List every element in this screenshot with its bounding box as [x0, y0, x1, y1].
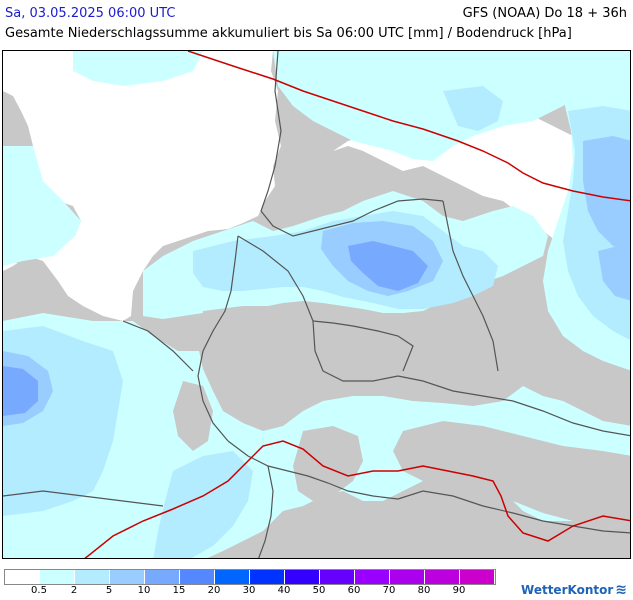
precip-heavy-4 — [3, 366, 38, 416]
legend-swatch — [215, 570, 250, 584]
legend-label: 70 — [382, 585, 396, 596]
precip-legend-labels: 0.5 2 5 10 15 20 30 40 50 60 70 80 90 — [4, 585, 504, 599]
precip-legend — [4, 569, 496, 585]
legend-swatch — [250, 570, 285, 584]
legend-label: 15 — [172, 585, 186, 596]
legend-swatch — [180, 570, 215, 584]
precipitation-map — [2, 50, 631, 559]
legend-label: 10 — [137, 585, 151, 596]
legend-label: 2 — [70, 585, 78, 596]
legend-swatch — [390, 570, 425, 584]
brand-name: WetterKontor — [521, 583, 614, 597]
legend-swatch — [460, 570, 495, 584]
legend-swatch — [145, 570, 180, 584]
legend-label: 60 — [347, 585, 361, 596]
country-borders — [3, 51, 630, 558]
dry-pocket-south — [293, 426, 363, 501]
precip-light-6 — [73, 51, 203, 86]
precip-moderate-5 — [443, 86, 503, 131]
legend-label: 50 — [312, 585, 326, 596]
precip-light-1 — [3, 146, 81, 266]
wave-icon: ≋ — [615, 582, 627, 598]
header-model-run: GFS (NOAA) Do 18 + 36h — [462, 6, 627, 21]
legend-label: 80 — [417, 585, 431, 596]
precip-heavy-6 — [598, 246, 630, 301]
legend-label: 90 — [452, 585, 466, 596]
north-sea — [3, 51, 281, 321]
legend-label: 5 — [105, 585, 113, 596]
isobar-south — [84, 440, 630, 558]
wetterkontor-logo: WetterKontor ≋ — [521, 582, 627, 598]
legend-label: 40 — [277, 585, 291, 596]
header-datetime: Sa, 03.05.2025 06:00 UTC — [5, 6, 176, 21]
legend-label: 0.5 — [31, 585, 47, 596]
legend-swatch — [5, 570, 40, 584]
dry-pocket-central — [198, 306, 523, 431]
legend-swatch — [320, 570, 355, 584]
precip-heavy-5 — [583, 136, 630, 251]
legend-swatch — [40, 570, 75, 584]
legend-swatch — [285, 570, 320, 584]
isobar-north — [187, 51, 630, 202]
map-canvas — [3, 51, 630, 558]
isobar-lines — [84, 51, 630, 558]
legend-label: 30 — [242, 585, 256, 596]
dry-pocket-east — [393, 421, 630, 531]
legend-swatch — [355, 570, 390, 584]
precip-moderate-4 — [153, 451, 253, 558]
precip-heavy-2 — [348, 241, 428, 291]
legend-swatch — [110, 570, 145, 584]
legend-label: 20 — [207, 585, 221, 596]
map-subtitle: Gesamte Niederschlagssumme akkumuliert b… — [5, 26, 572, 41]
legend-swatch — [75, 570, 110, 584]
legend-swatch — [425, 570, 460, 584]
